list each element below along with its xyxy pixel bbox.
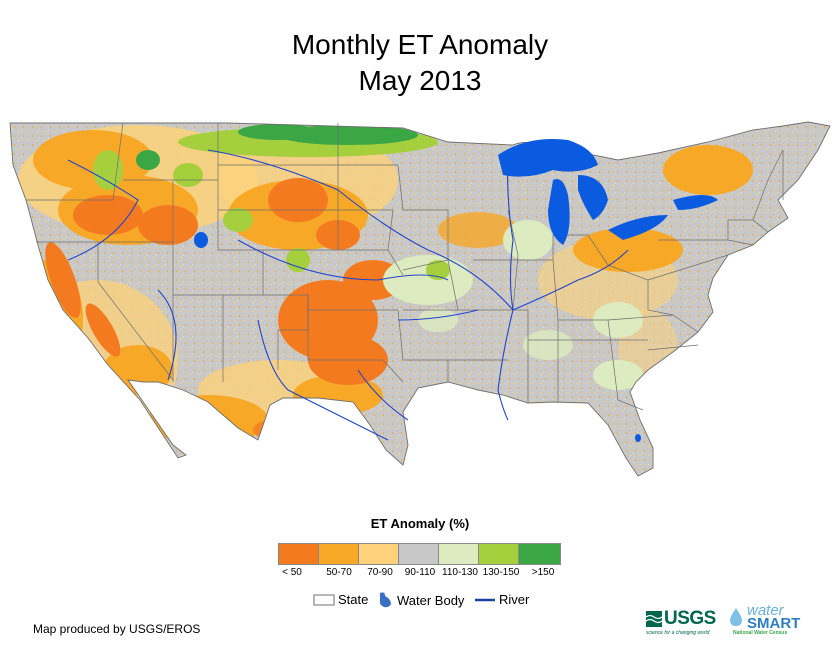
map-key: State Water Body River <box>0 592 840 612</box>
map-credit: Map produced by USGS/EROS <box>33 622 201 636</box>
rivers <box>67 149 629 441</box>
lake-michigan <box>548 179 570 245</box>
anomaly-patches <box>10 122 830 476</box>
lake-huron <box>578 175 608 220</box>
water-drop-icon <box>730 608 742 626</box>
legend-label-50-70: 50-70 <box>326 567 352 578</box>
key-river: River <box>474 592 529 607</box>
state-outline-icon <box>313 594 335 605</box>
lake-superior <box>498 139 598 177</box>
key-river-label: River <box>499 592 530 607</box>
great-salt-lake <box>194 232 208 248</box>
lake-ontario <box>673 195 718 210</box>
usgs-tagline: science for a changing world <box>646 630 710 636</box>
usgs-logo: USGS science for a changing world <box>646 608 716 636</box>
usgs-wave-icon <box>646 611 662 627</box>
watersmart-tagline: National Water Census <box>733 630 788 636</box>
key-water-body-label: Water Body <box>397 592 465 608</box>
watersmart-logo: water SMART National Water Census <box>728 602 801 636</box>
legend-swatch-70-90 <box>359 544 399 564</box>
lake-erie <box>608 215 668 240</box>
us-et-anomaly-map <box>9 121 831 477</box>
watersmart-smart: SMART <box>747 615 801 632</box>
legend-swatch-130-150 <box>479 544 519 564</box>
legend-label-gt150: >150 <box>531 567 555 578</box>
map-title: Monthly ET Anomaly <box>291 29 549 60</box>
key-state-label: State <box>338 592 369 607</box>
legend-swatch-50-70 <box>319 544 359 564</box>
state-boundaries <box>9 121 831 477</box>
lake-okeechobee <box>635 434 641 442</box>
legend-swatch-lt50 <box>279 544 319 564</box>
water-body-icon <box>379 592 391 608</box>
map-subtitle-date: May 2013 <box>358 65 482 96</box>
water-bodies <box>194 139 718 442</box>
legend-label-90-110: 90-110 <box>404 567 436 578</box>
legend-label-lt50: < 50 <box>282 567 302 578</box>
key-state: State <box>313 592 368 607</box>
watersmart-water: water <box>747 602 784 619</box>
river-line-icon <box>475 598 495 601</box>
legend-label-70-90: 70-90 <box>367 567 393 578</box>
legend-swatch-90-110 <box>399 544 439 564</box>
legend-swatch-110-130 <box>439 544 479 564</box>
legend-title: ET Anomaly (%) <box>370 516 470 531</box>
legend-swatch-gt150 <box>519 544 560 564</box>
key-water-body: Water Body <box>376 591 464 609</box>
usgs-wordmark: USGS <box>664 608 716 629</box>
legend-label-110-130: 110-130 <box>442 567 478 578</box>
legend-color-bar <box>278 543 561 565</box>
legend-labels: < 50 50-70 70-90 90-110 110-130 130-150 … <box>0 567 840 581</box>
legend-label-130-150: 130-150 <box>482 567 520 578</box>
